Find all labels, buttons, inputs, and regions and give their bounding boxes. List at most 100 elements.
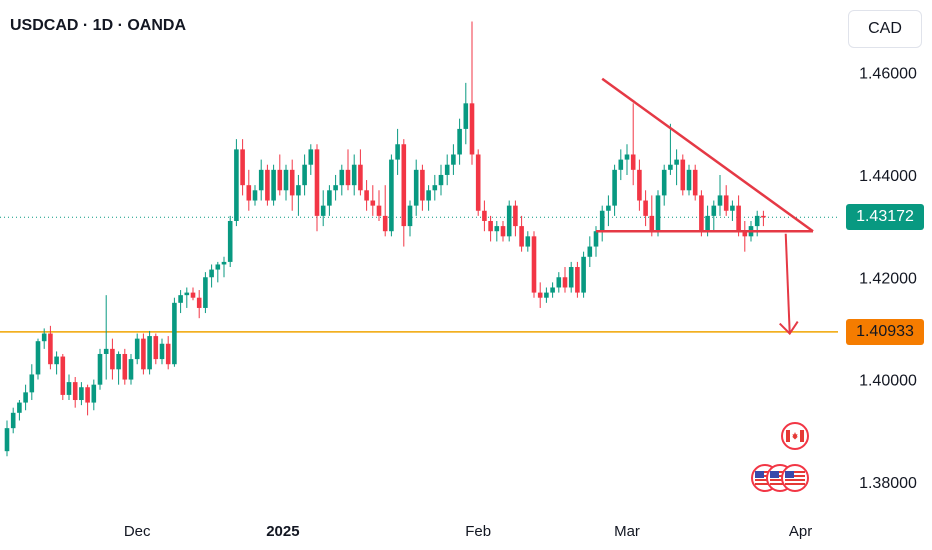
- candle-body: [54, 356, 59, 365]
- projection-arrow[interactable]: [784, 233, 791, 334]
- candle-body: [209, 269, 214, 278]
- candle-body: [91, 384, 97, 403]
- candle-body: [60, 356, 66, 395]
- candle-body: [730, 205, 735, 211]
- candle: [761, 210, 766, 227]
- candle: [575, 261, 580, 298]
- candle-body: [265, 169, 270, 201]
- candle-body: [500, 226, 506, 237]
- y-tick-label: 1.38000: [859, 475, 917, 492]
- candle-body: [711, 205, 717, 216]
- candle: [85, 384, 90, 416]
- candle: [258, 159, 264, 201]
- candle: [599, 205, 605, 242]
- candle: [463, 82, 469, 145]
- currency-button[interactable]: CAD: [848, 10, 922, 48]
- candle-body: [624, 154, 630, 160]
- descending-trendline[interactable]: [601, 77, 814, 233]
- candle: [668, 123, 673, 175]
- candle-body: [674, 159, 679, 165]
- candle: [556, 272, 562, 293]
- symbol-title[interactable]: USDCAD · 1D · OANDA: [10, 17, 186, 34]
- candle-body: [457, 128, 462, 155]
- x-tick-label: Apr: [789, 523, 812, 540]
- candle-body: [35, 341, 41, 375]
- candle-body: [463, 103, 469, 129]
- candle-body: [630, 154, 636, 170]
- candle: [265, 164, 270, 206]
- candle-body: [345, 169, 351, 186]
- candle-body: [227, 220, 233, 262]
- candle: [54, 351, 59, 375]
- candle-body: [494, 226, 500, 232]
- candle-body: [550, 287, 555, 293]
- candle: [661, 164, 667, 206]
- us-flag-event-icon[interactable]: [781, 464, 809, 492]
- candle: [432, 174, 438, 201]
- candle: [686, 164, 692, 196]
- candle: [215, 261, 221, 283]
- candle-body: [215, 264, 221, 270]
- canada-flag-event-icon[interactable]: [781, 422, 809, 450]
- candle: [172, 297, 177, 367]
- candle-body: [637, 169, 642, 201]
- candle-body: [420, 169, 425, 201]
- candle-body: [41, 333, 47, 342]
- candle-body: [736, 205, 741, 232]
- candle: [730, 200, 735, 221]
- candle: [624, 144, 630, 175]
- candle-body: [165, 343, 171, 365]
- candle-body: [668, 164, 673, 170]
- candle: [420, 164, 425, 211]
- candle: [48, 325, 53, 370]
- candle: [736, 195, 741, 237]
- candle-body: [581, 256, 586, 293]
- candle-body: [686, 169, 692, 191]
- candle: [79, 382, 84, 406]
- candle-body: [475, 154, 481, 211]
- candle: [66, 374, 72, 401]
- candle: [525, 231, 531, 252]
- candle-body: [606, 205, 611, 211]
- candle: [234, 139, 239, 227]
- candle: [227, 215, 233, 268]
- candle: [451, 144, 456, 175]
- candle-body: [382, 215, 388, 232]
- candle-body: [544, 292, 549, 298]
- candle-body: [333, 185, 338, 191]
- candle: [91, 379, 97, 411]
- us-flag-icon: [785, 471, 805, 485]
- candle-body: [351, 164, 357, 186]
- candle: [457, 118, 462, 165]
- candle: [141, 333, 146, 375]
- candle-body: [327, 190, 332, 206]
- candle-body: [699, 195, 704, 232]
- candle-body: [283, 169, 289, 191]
- candle: [190, 287, 196, 301]
- candle: [494, 220, 500, 242]
- candle-body: [599, 210, 605, 232]
- candle: [17, 400, 22, 421]
- candle: [246, 169, 252, 211]
- candle: [692, 164, 698, 201]
- candle-body: [562, 277, 568, 288]
- candle-body: [593, 231, 599, 247]
- candle: [674, 149, 679, 186]
- candle-body: [289, 169, 295, 196]
- candle: [209, 264, 214, 288]
- candle: [23, 384, 28, 411]
- candle-body: [612, 169, 617, 206]
- candle: [426, 185, 431, 211]
- candle-body: [661, 169, 667, 196]
- candle-body: [754, 215, 760, 227]
- candle-body: [438, 174, 444, 186]
- candle-body: [339, 169, 345, 186]
- candle-body: [587, 246, 593, 257]
- candle-body: [568, 267, 574, 288]
- candle: [754, 210, 760, 237]
- candle-body: [705, 215, 710, 232]
- candle: [370, 185, 376, 216]
- candle-body: [66, 382, 72, 395]
- y-tick-label: 1.44000: [859, 168, 917, 185]
